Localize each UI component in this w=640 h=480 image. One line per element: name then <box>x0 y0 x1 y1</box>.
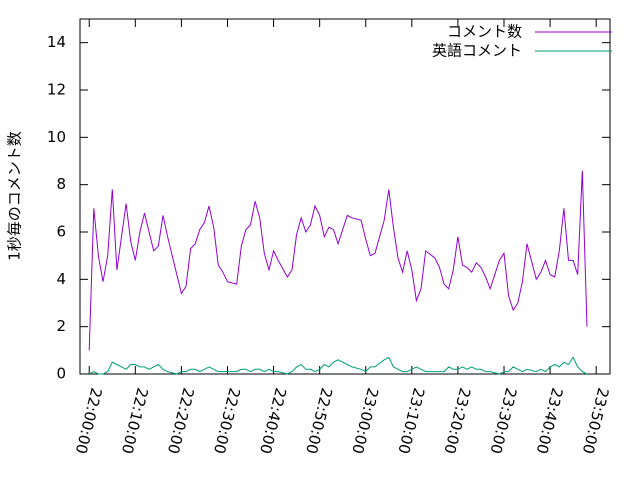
x-tick-label: 22:00:00 <box>72 386 106 456</box>
y-tick-label: 10 <box>47 128 66 146</box>
y-tick-label: 12 <box>47 81 66 99</box>
x-tick-label: 22:10:00 <box>118 386 152 456</box>
y-tick-label: 0 <box>56 365 66 383</box>
y-axis-label: 1秒毎のコメント数 <box>6 131 24 261</box>
x-tick-label: 23:40:00 <box>533 386 567 456</box>
x-tick-label: 23:30:00 <box>486 386 520 456</box>
x-tick-label: 22:50:00 <box>302 386 336 456</box>
legend-label: 英語コメント <box>432 42 522 60</box>
x-tick-label: 23:20:00 <box>440 386 474 456</box>
legend-label: コメント数 <box>447 23 522 41</box>
y-tick-label: 6 <box>56 223 66 241</box>
x-tick-label: 22:20:00 <box>164 386 198 456</box>
x-tick-label: 23:50:00 <box>579 386 613 456</box>
x-tick-label: 23:10:00 <box>394 386 428 456</box>
y-tick-label: 8 <box>56 175 66 193</box>
x-tick-label: 22:40:00 <box>256 386 290 456</box>
plot-frame <box>79 18 611 375</box>
series-line <box>88 356 588 375</box>
y-tick-label: 14 <box>47 33 66 51</box>
x-tick-label: 22:30:00 <box>210 386 244 456</box>
y-tick-label: 2 <box>56 317 66 335</box>
x-tick-label: 23:00:00 <box>348 386 382 456</box>
y-tick-label: 4 <box>56 270 66 288</box>
series-line <box>88 170 588 351</box>
